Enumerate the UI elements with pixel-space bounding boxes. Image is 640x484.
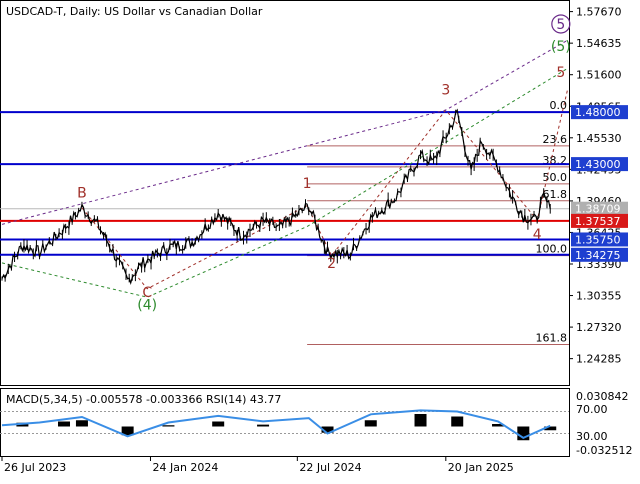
macd-bar <box>321 426 334 433</box>
wave-label: 1 <box>303 176 312 192</box>
y-tick-label: 1.24285 <box>576 353 622 366</box>
level-tag: 1.37537 <box>575 215 621 228</box>
indicator-tick-label: 0.030842 <box>576 390 629 403</box>
macd-bar <box>257 424 270 427</box>
fib-level-label: 50.0 <box>543 171 568 184</box>
level-tag-bg <box>571 105 628 120</box>
fib-level-label: 23.6 <box>543 133 568 146</box>
wave-label: (4) <box>137 298 157 314</box>
x-tick-label: 26 Jul 2023 <box>4 461 66 474</box>
x-tick-label: 22 Jul 2024 <box>299 461 361 474</box>
indicator-title: MACD(5,34,5) -0.005578 -0.003366 RSI(14)… <box>6 393 281 406</box>
y-tick-label: 1.45530 <box>576 132 622 145</box>
macd-bar <box>212 421 225 427</box>
wave-label: 5 <box>556 65 565 81</box>
level-tag-bg <box>571 213 628 228</box>
macd-bar <box>414 414 427 427</box>
wave-label: 3 <box>441 82 450 98</box>
y-tick-label: 1.27320 <box>576 321 622 334</box>
wave-path-green <box>1 68 568 298</box>
fib-level-label: 61.8 <box>543 188 568 201</box>
current-price-tag-bg <box>571 201 628 216</box>
indicator-frame <box>0 388 570 457</box>
wave-label: 2 <box>327 256 336 272</box>
level-tag: 1.43000 <box>575 158 621 171</box>
macd-bar <box>121 426 134 436</box>
x-tick-label: 20 Jan 2025 <box>448 461 514 474</box>
indicator-tick-label: 70.00 <box>576 403 608 416</box>
wave-label: (5) <box>551 39 571 55</box>
x-tick-label: 24 Jan 2024 <box>152 461 218 474</box>
wave-circle <box>551 14 571 34</box>
macd-bar <box>58 421 71 427</box>
indicator-tick-label: 30.00 <box>576 430 608 443</box>
level-tag: 1.34275 <box>575 249 621 262</box>
indicator-tick-label: -0.032512 <box>576 444 632 457</box>
macd-bar <box>162 425 175 427</box>
current-price-tag: 1.38709 <box>575 203 621 216</box>
y-tick-label: 1.30355 <box>576 290 622 303</box>
macd-bar <box>75 420 88 427</box>
fib-level-label: 100.0 <box>536 243 568 256</box>
macd-bar <box>451 416 464 427</box>
macd-bar <box>544 426 557 431</box>
wave-label: 4 <box>533 227 542 243</box>
wave-label: 5 <box>556 17 565 33</box>
level-tag-bg <box>571 157 628 172</box>
level-tag: 1.48000 <box>575 106 621 119</box>
y-tick-label: 1.51600 <box>576 69 622 82</box>
y-tick-label: 1.54635 <box>576 37 622 50</box>
fib-level-label: 0.0 <box>550 99 568 112</box>
price-line <box>1 108 551 285</box>
level-tag: 1.35750 <box>575 233 621 246</box>
macd-bar <box>492 424 505 427</box>
fib-level-label: 161.8 <box>536 331 568 344</box>
rsi-line <box>1 409 551 440</box>
wave-path-purple <box>1 39 568 225</box>
wave-label: B <box>77 185 87 201</box>
main-chart-frame <box>0 0 570 386</box>
level-tag-bg <box>571 247 628 262</box>
y-tick-label: 1.57670 <box>576 6 622 19</box>
chart-title: USDCAD-T, Daily: US Dollar vs Canadian D… <box>6 5 263 18</box>
level-tag-bg <box>571 232 628 247</box>
wave-label: C <box>142 285 152 301</box>
macd-bar <box>364 420 377 427</box>
